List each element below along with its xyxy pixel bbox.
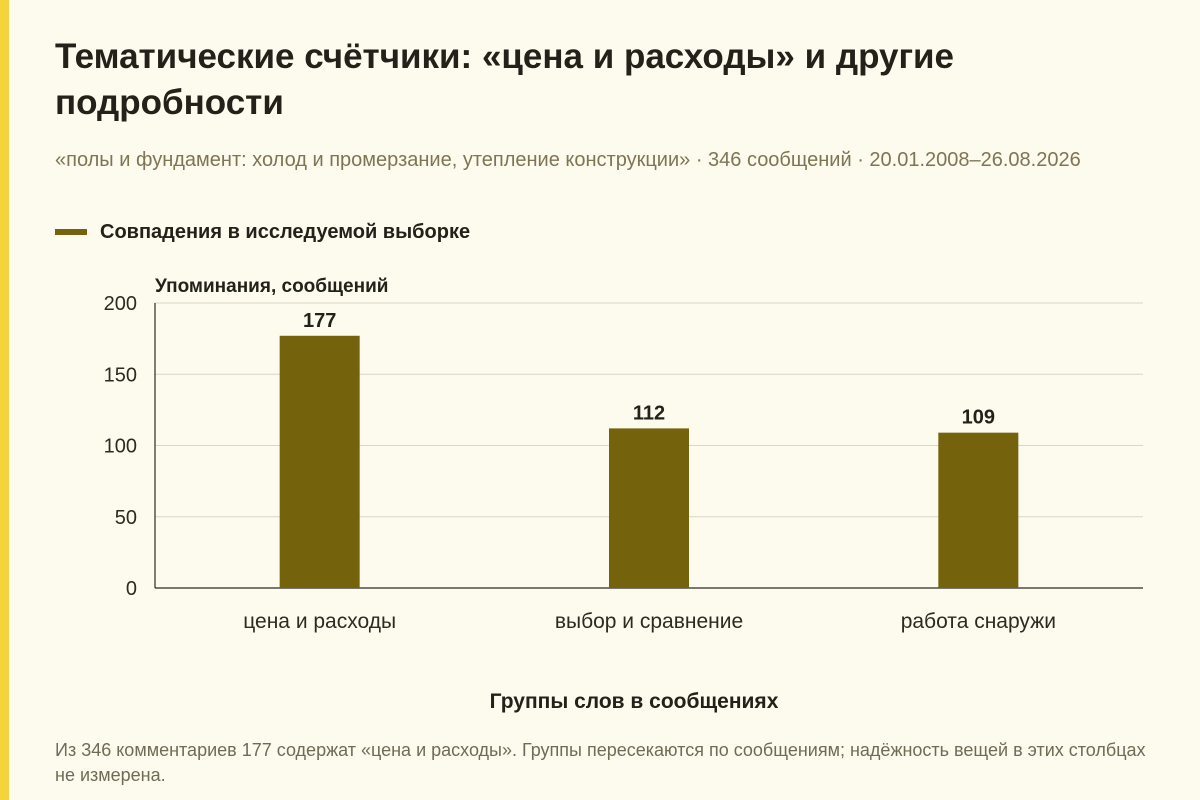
chart-title: Тематические счётчики: «цена и расходы» …: [55, 37, 955, 122]
x-tick-label: цена и расходы: [243, 610, 396, 633]
y-tick-label: 50: [115, 507, 137, 529]
bar: [609, 428, 689, 588]
y-tick-label: 150: [104, 364, 137, 386]
legend: Совпадения в исследуемой выборке: [55, 219, 470, 245]
bar: [938, 432, 1019, 588]
accent-stripe: [0, 0, 9, 800]
bar-chart: 0 50 100 150 200 Упоминания, сообщений 177 цена…: [104, 276, 1143, 713]
chart-subtitle: «полы и фундамент: холод и промерзание, …: [55, 149, 1081, 171]
bar: [279, 335, 360, 588]
legend-swatch: [55, 229, 87, 235]
x-axis-title: Группы слов в сообщениях: [490, 690, 779, 713]
y-tick-label: 200: [104, 293, 137, 315]
bar-value-label: 112: [633, 402, 665, 424]
x-tick-label: выбор и сравнение: [555, 610, 743, 633]
x-tick-label: работа снаружи: [901, 610, 1056, 633]
y-tick-label: 100: [104, 436, 137, 458]
bar-value-label: 109: [962, 407, 995, 429]
bar-value-label: 177: [303, 310, 336, 332]
chart-footnote: Из 346 комментариев 177 содержат «цена и…: [55, 740, 1146, 785]
legend-label: Совпадения в исследуемой выборке: [100, 220, 471, 243]
y-axis-title: Упоминания, сообщений: [155, 276, 388, 297]
y-tick-label: 0: [126, 578, 137, 600]
